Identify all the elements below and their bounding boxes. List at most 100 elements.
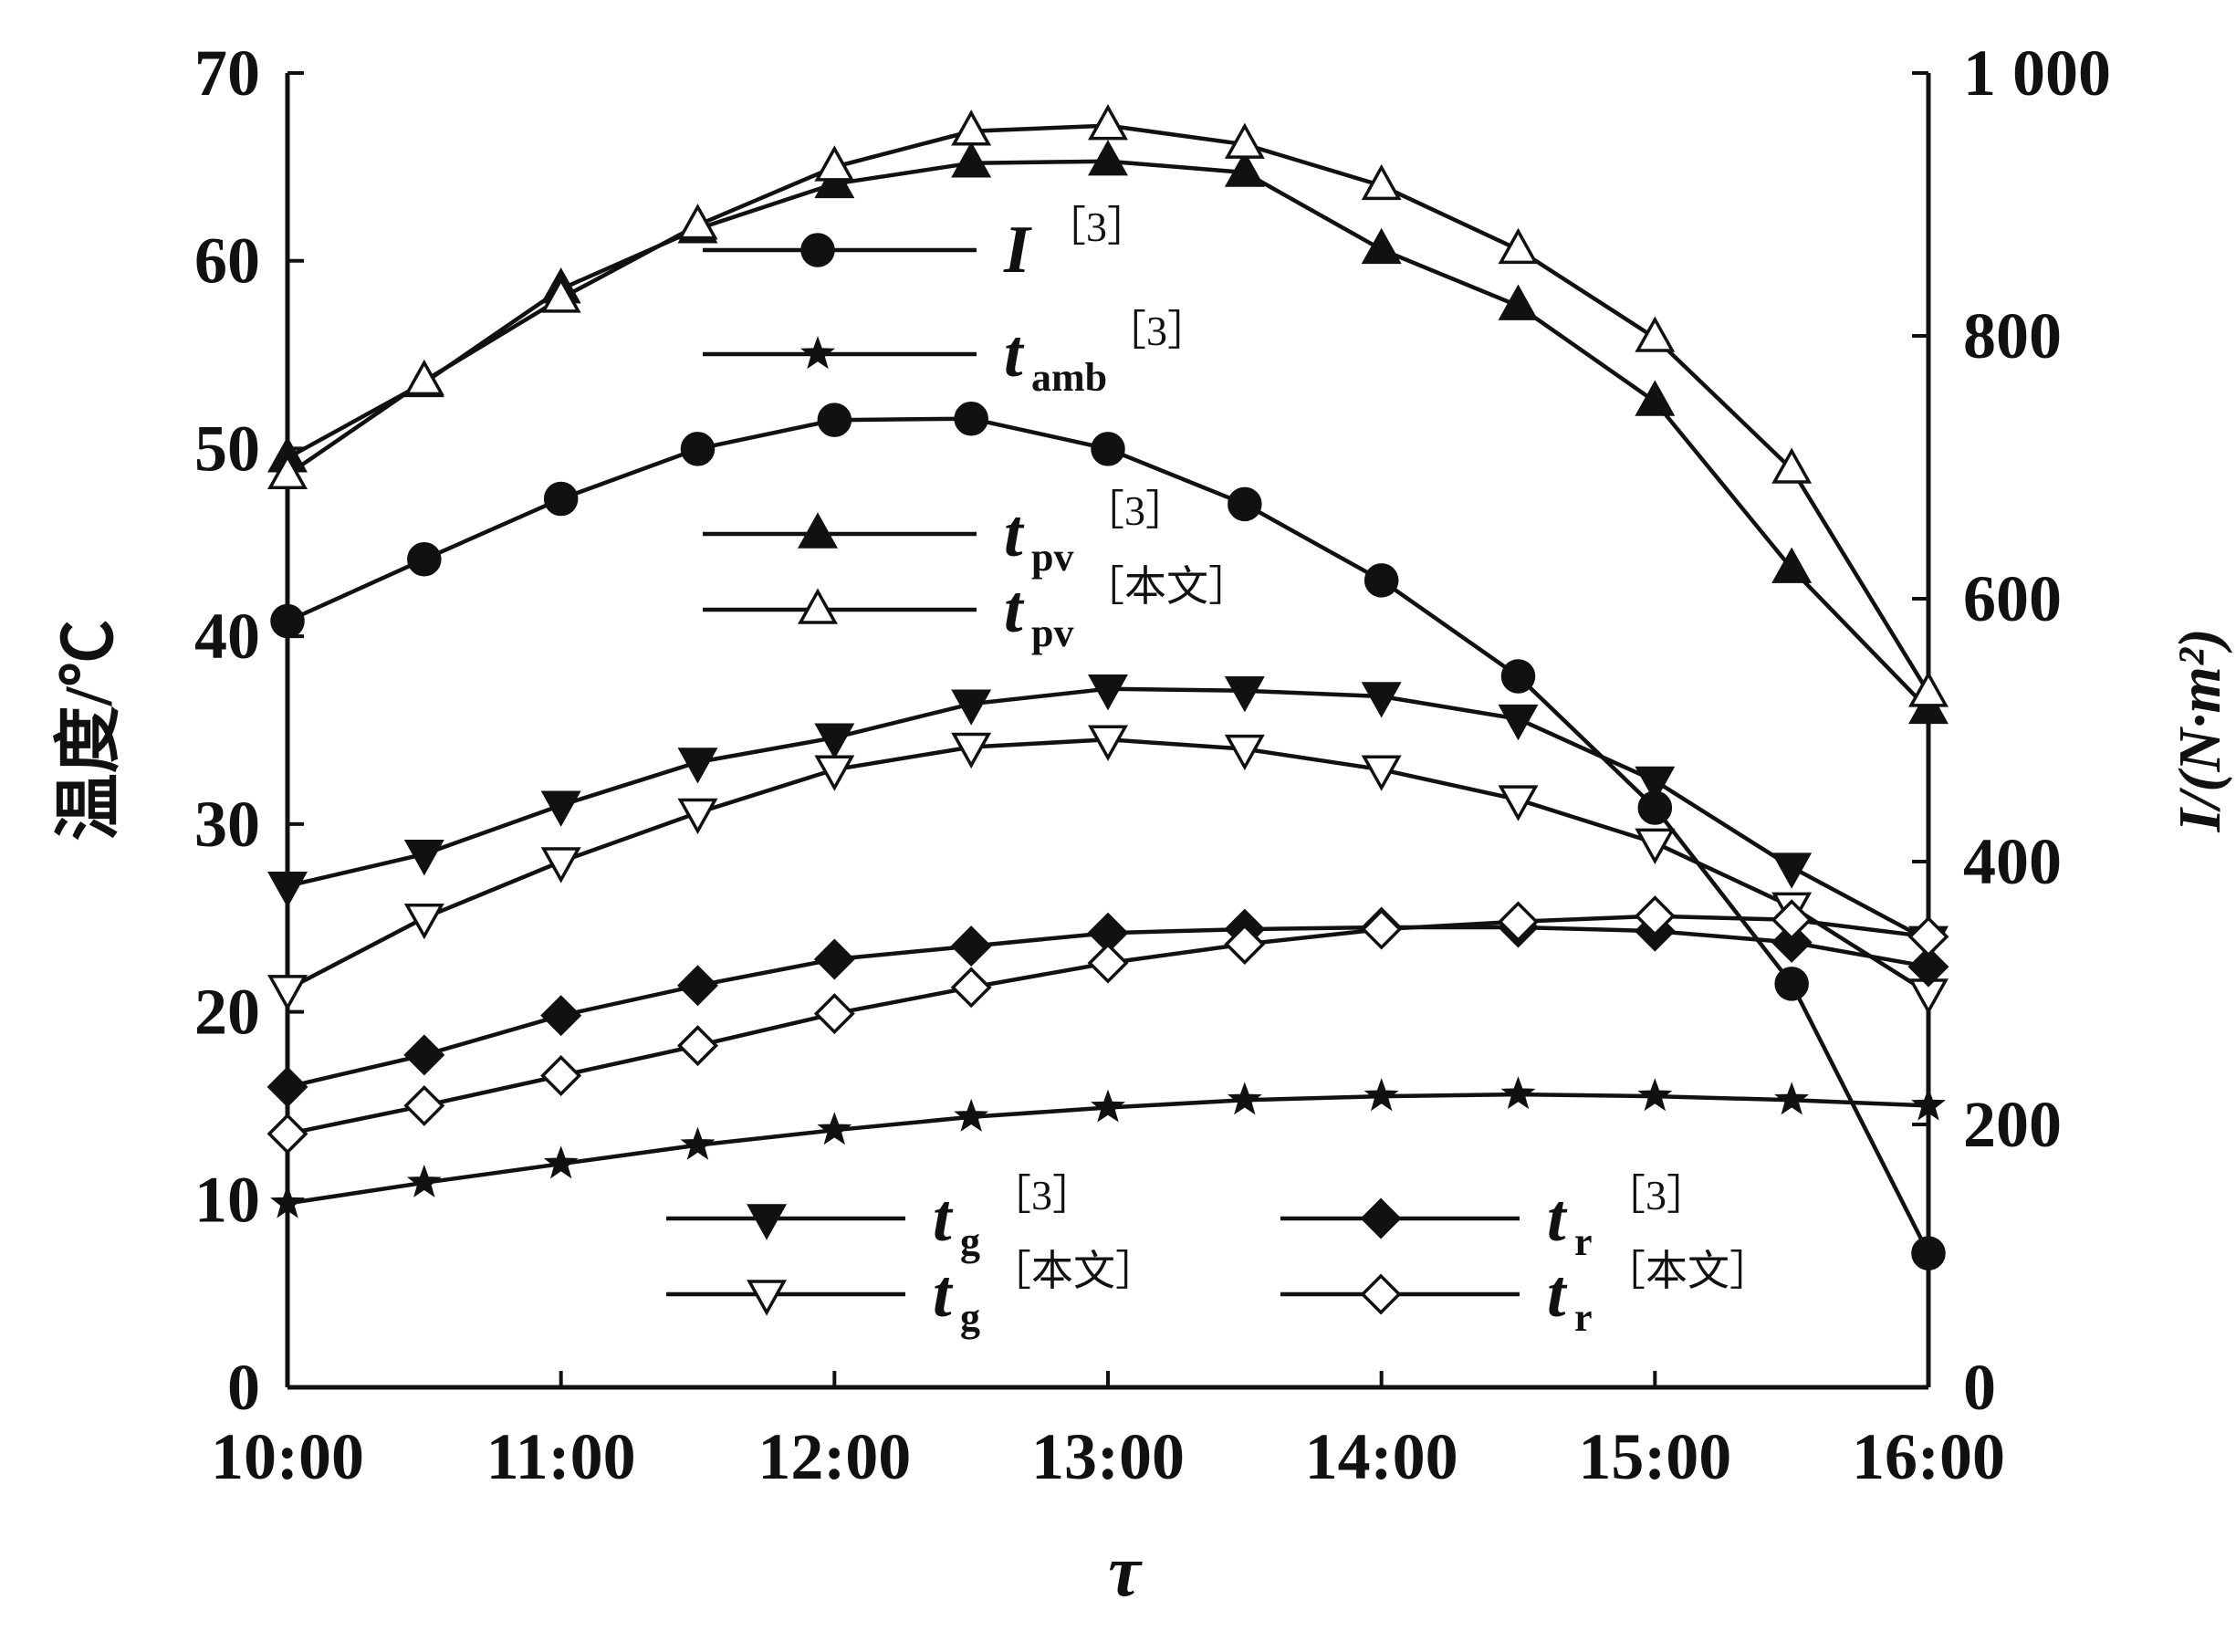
data-point-tpv3 xyxy=(1088,140,1128,176)
data-point-tg xyxy=(1088,725,1128,761)
data-point-I xyxy=(680,432,716,466)
legend-subscript: amb xyxy=(1031,355,1107,400)
data-point-tpv xyxy=(1635,316,1676,352)
data-point-tg3 xyxy=(267,871,308,908)
data-point-tr xyxy=(1634,895,1676,937)
data-point-tamb xyxy=(1364,1078,1399,1112)
legend-reference: ［3］ xyxy=(1082,487,1187,534)
legend-item-tr: t r［本文］ xyxy=(1280,1248,1771,1340)
axis-ticks: 0 10 20 30 40 50 60 70 0 200 400 600 800 1 000 10:00 11… xyxy=(194,37,2111,1493)
series-layer xyxy=(266,104,1949,1270)
data-point-tg xyxy=(1498,785,1539,821)
data-point-tg xyxy=(814,755,855,791)
legend-item-tpv3: t pv［3］ xyxy=(703,487,1187,580)
legend-reference: ［本文］ xyxy=(1604,1248,1771,1294)
data-point-tg xyxy=(267,975,308,1011)
x-tick-label: 12:00 xyxy=(758,1420,911,1493)
data-point-tr xyxy=(813,993,855,1035)
data-point-tpv3 xyxy=(1361,227,1402,265)
legend-reference: ［3］ xyxy=(1104,308,1209,354)
x-axis-title: τ xyxy=(1108,1532,1143,1612)
legend-subscript: pv xyxy=(1031,611,1073,655)
x-tick-label: 15:00 xyxy=(1578,1420,1731,1493)
legend-subscript: pv xyxy=(1031,535,1073,580)
data-point-tg xyxy=(1361,755,1402,791)
data-point-tg xyxy=(1224,734,1265,771)
data-point-tr3 xyxy=(403,1034,445,1076)
data-point-tg xyxy=(1635,828,1676,865)
data-point-tamb xyxy=(1227,1082,1262,1115)
legend-item-tg3: t g［3］ xyxy=(666,1172,1094,1264)
legend-symbol: t xyxy=(1004,497,1025,571)
y-right-tick-label: 200 xyxy=(1963,1088,2062,1161)
y-left-tick-label: 60 xyxy=(194,225,260,298)
data-point-tr3 xyxy=(540,995,582,1037)
legend-marker xyxy=(747,1204,788,1240)
data-point-tg xyxy=(403,903,444,940)
data-point-tg3 xyxy=(1771,852,1813,889)
series-tg xyxy=(267,725,1949,1015)
data-point-tpv xyxy=(951,110,992,146)
data-point-I xyxy=(1091,432,1125,466)
x-tick-label: 10:00 xyxy=(211,1420,364,1493)
legend-marker xyxy=(1360,1197,1402,1239)
data-point-I xyxy=(1911,1236,1946,1270)
data-point-tr xyxy=(1907,915,1949,957)
legend-reference: ［3］ xyxy=(989,1172,1094,1218)
data-point-tg3 xyxy=(1635,766,1676,803)
legend-symbol: t xyxy=(1547,1257,1568,1332)
data-point-tamb xyxy=(270,1185,305,1218)
data-point-tr3 xyxy=(1771,921,1813,963)
legend-symbol: t xyxy=(933,1257,954,1332)
data-point-tpv xyxy=(267,453,308,489)
data-point-I xyxy=(407,542,442,577)
y-right-tick-label: 1 000 xyxy=(1963,37,2111,110)
data-point-tpv xyxy=(1771,447,1813,484)
legend-reference: ［本文］ xyxy=(1082,563,1250,610)
legend-marker xyxy=(798,588,838,624)
data-point-tr xyxy=(403,1084,445,1126)
data-point-tr xyxy=(1771,899,1813,941)
data-point-tamb xyxy=(680,1126,716,1160)
x-tick-label: 16:00 xyxy=(1852,1420,2005,1493)
data-point-I xyxy=(817,403,852,437)
data-point-I xyxy=(1228,486,1262,522)
data-point-tg3 xyxy=(814,723,855,759)
series-tpv xyxy=(267,104,1949,707)
data-point-tr xyxy=(1087,942,1129,984)
data-point-tg3 xyxy=(1498,704,1539,741)
data-point-tpv3 xyxy=(1224,151,1265,187)
data-point-tg3 xyxy=(677,748,718,784)
data-point-I xyxy=(270,603,305,639)
data-point-tamb xyxy=(954,1098,989,1132)
y-left-tick-label: 30 xyxy=(194,788,260,861)
x-tick-label: 11:00 xyxy=(486,1420,636,1493)
y-axis-left-title: 温度/℃ xyxy=(52,620,127,842)
series-tg3 xyxy=(267,674,1949,962)
y-right-tick-label: 800 xyxy=(1963,299,2062,372)
legend-symbol: t xyxy=(933,1181,954,1256)
data-point-tpv xyxy=(540,277,581,313)
data-point-tpv3 xyxy=(1635,380,1676,416)
data-point-tamb xyxy=(1500,1076,1536,1110)
data-point-tpv xyxy=(1224,122,1265,159)
data-point-tpv xyxy=(677,204,718,240)
data-point-tpv3 xyxy=(951,141,992,178)
legend-subscript: r xyxy=(1574,1295,1593,1340)
legend-marker xyxy=(798,512,838,549)
legend-marker xyxy=(747,1280,788,1316)
data-point-tpv xyxy=(1498,227,1539,265)
data-point-tpv xyxy=(814,145,855,182)
y-left-tick-label: 50 xyxy=(194,412,260,485)
legend-reference: ［3］ xyxy=(1604,1172,1708,1218)
data-point-tamb xyxy=(406,1164,442,1197)
data-point-tpv xyxy=(1361,163,1402,201)
y-left-tick-label: 10 xyxy=(194,1163,260,1236)
data-point-tr3 xyxy=(677,965,718,1007)
legend-subscript: r xyxy=(1574,1219,1593,1264)
legend-symbol: t xyxy=(1547,1181,1568,1256)
legend-symbol: I xyxy=(1003,213,1032,288)
data-point-tr3 xyxy=(950,925,992,967)
y-left-tick-label: 20 xyxy=(194,976,260,1049)
